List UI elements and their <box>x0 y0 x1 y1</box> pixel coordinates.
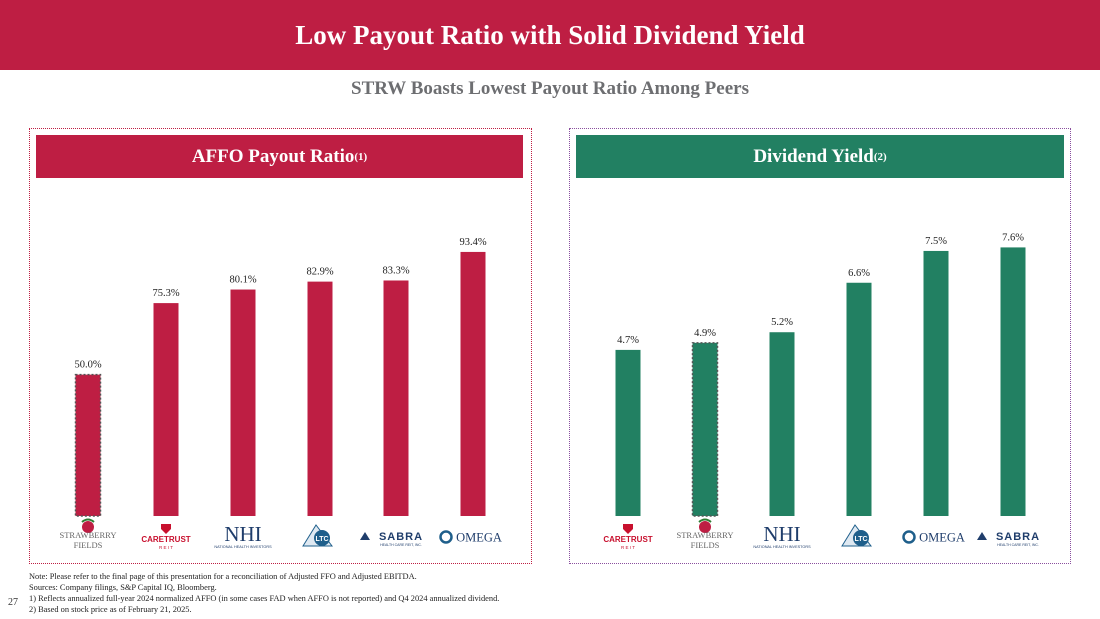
bar-caretrust <box>615 349 641 516</box>
payout-ratio-title: AFFO Payout Ratio <box>191 145 355 167</box>
dividend-yield-header: Dividend Yield (2) <box>576 135 1064 178</box>
value-label-strawberry: 50.0% <box>74 360 101 371</box>
bar-caretrust <box>153 303 179 516</box>
bar-omega <box>923 250 949 516</box>
value-label-sabra: 83.3% <box>382 265 409 276</box>
omega-logo: OMEGA <box>902 530 965 545</box>
payout-ratio-panel: AFFO Payout Ratio (1) 50.0% STRAWBERRY FIEL… <box>29 128 532 564</box>
value-label-nhi: 5.2% <box>771 317 793 328</box>
caretrust-logo-line2: R E I T <box>621 545 635 550</box>
caretrust-logo-line1: CARETRUST <box>603 535 652 544</box>
strawberry-icon <box>82 521 94 533</box>
omega-mark-icon <box>902 530 916 544</box>
footnote-2: 2) Based on stock price as of February 2… <box>29 605 192 614</box>
strawberry-logo-line2: FIELDS <box>74 540 103 550</box>
omega-mark-icon <box>439 530 453 544</box>
strawberry-leaf-icon <box>81 518 95 523</box>
footnote-1: 1) Reflects annualized full-year 2024 no… <box>29 594 500 603</box>
value-label-caretrust: 75.3% <box>152 288 179 299</box>
dividend-yield-note-ref: (2) <box>873 150 887 163</box>
ltc-logo: LTC <box>841 524 873 547</box>
ltc-logo-text: LTC <box>315 536 328 543</box>
bar-nhi <box>230 289 256 516</box>
bar-ltc <box>846 282 872 516</box>
bar-ltc <box>307 281 333 516</box>
value-label-sabra: 7.6% <box>1002 232 1024 243</box>
caretrust-logo-line2: R E I T <box>159 545 173 550</box>
sabra-mark-icon <box>360 532 370 540</box>
strawberry-logo-line1: STRAWBERRY <box>677 530 734 540</box>
ltc-logo: LTC <box>302 524 334 547</box>
value-label-omega: 7.5% <box>925 236 947 247</box>
value-label-ltc: 82.9% <box>306 267 333 278</box>
strawberry-icon <box>699 521 711 533</box>
page-number: 27 <box>8 597 18 608</box>
dividend-yield-panel: Dividend Yield (2) 4.7% CARETRUST R E I T 4.… <box>569 128 1071 564</box>
caretrust-shield-icon <box>161 524 171 534</box>
title-bar: Low Payout Ratio with Solid Dividend Yie… <box>0 0 1100 70</box>
nhi-logo-line2: NATIONAL HEALTH INVESTORS <box>753 545 811 549</box>
dividend-yield-title: Dividend Yield <box>753 145 874 167</box>
bar-sabra <box>1000 247 1026 516</box>
strawberry-leaf-icon <box>698 518 712 523</box>
value-label-strawberry: 4.9% <box>694 328 716 339</box>
footnote-sources: Sources: Company filings, S&P Capital IQ… <box>29 583 217 592</box>
value-label-ltc: 6.6% <box>848 268 870 279</box>
page-title: Low Payout Ratio with Solid Dividend Yie… <box>295 19 805 50</box>
sabra-logo-line2: HEALTH CARE REIT, INC. <box>997 543 1039 547</box>
omega-logo-text: OMEGA <box>919 531 965 545</box>
sabra-mark-icon <box>977 532 987 540</box>
strawberry-logo-line2: FIELDS <box>691 540 720 550</box>
sabra-logo-line1: SABRA <box>996 531 1040 543</box>
value-label-caretrust: 4.7% <box>617 335 639 346</box>
value-label-nhi: 80.1% <box>229 275 256 286</box>
nhi-logo-line1: NHI <box>224 522 261 546</box>
ltc-logo-text: LTC <box>854 536 867 543</box>
strawberry-logo-line1: STRAWBERRY <box>60 530 117 540</box>
bar-strawberry <box>74 373 102 517</box>
ltc-circle-icon <box>853 530 869 546</box>
sabra-logo-line2: HEALTH CARE REIT, INC. <box>380 543 422 547</box>
sabra-logo-line1: SABRA <box>379 531 423 543</box>
bar-sabra <box>383 280 409 516</box>
caretrust-shield-icon <box>623 524 633 534</box>
bar-strawberry <box>691 342 719 517</box>
page-subtitle: STRW Boasts Lowest Payout Ratio Among Pe… <box>351 78 749 99</box>
ltc-circle-icon <box>314 530 330 546</box>
nhi-logo-line1: NHI <box>763 522 800 546</box>
omega-logo-text: OMEGA <box>456 531 502 545</box>
nhi-logo-line2: NATIONAL HEALTH INVESTORS <box>214 545 272 549</box>
bar-omega <box>460 251 486 516</box>
payout-ratio-note-ref: (1) <box>354 150 368 163</box>
bar-nhi <box>769 332 795 516</box>
footnote-note: Note: Please refer to the final page of … <box>29 572 417 581</box>
payout-ratio-header: AFFO Payout Ratio (1) <box>36 135 523 178</box>
omega-logo: OMEGA <box>439 530 502 545</box>
caretrust-logo-line1: CARETRUST <box>141 535 190 544</box>
footnotes: Note: Please refer to the final page of … <box>29 571 499 615</box>
value-label-omega: 93.4% <box>459 237 486 248</box>
